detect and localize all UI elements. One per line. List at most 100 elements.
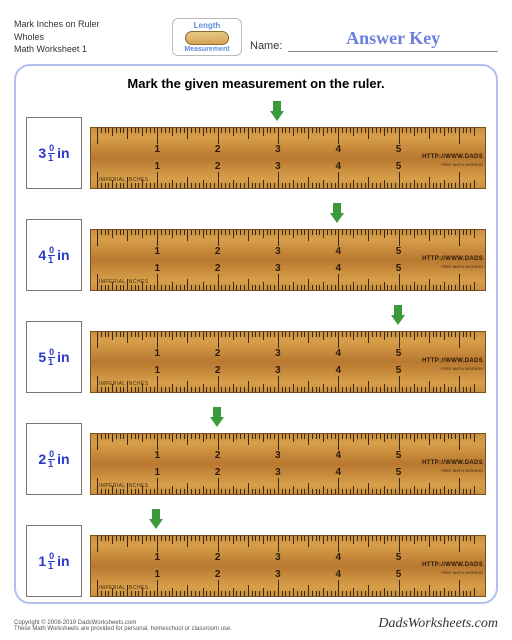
answer-arrow-icon	[210, 407, 224, 429]
ruler-url-sub: FREE MATH WORKSH	[441, 570, 483, 575]
ruler-number: 1	[155, 365, 161, 376]
ruler-imperial-label: IMPERIAL INCHES	[99, 585, 148, 591]
measurement-value: 101in	[38, 552, 69, 571]
ruler-number: 3	[275, 467, 281, 478]
ruler-number: 4	[335, 348, 341, 359]
ruler-imperial-label: IMPERIAL INCHES	[99, 177, 148, 183]
ruler-number: 5	[396, 246, 402, 257]
instruction: Mark the given measurement on the ruler.	[26, 76, 486, 91]
header-text: Mark Inches on Ruler Wholes Math Workshe…	[14, 18, 164, 56]
ruler-number: 3	[275, 263, 281, 274]
ruler-number: 5	[396, 450, 402, 461]
ruler-imperial-label: IMPERIAL INCHES	[99, 279, 148, 285]
ruler: 1122334455IMPERIAL INCHESHTTP://WWW.DADS…	[90, 127, 486, 189]
ruler-number: 3	[275, 348, 281, 359]
measurement-box: 401in	[26, 219, 82, 291]
ruler-number: 2	[215, 263, 221, 274]
ruler-number: 4	[335, 246, 341, 257]
logo-bottom-text: Measurement	[184, 46, 229, 53]
ruler-number: 2	[215, 552, 221, 563]
ruler-number: 4	[335, 450, 341, 461]
ruler-url: HTTP://WWW.DADS	[422, 358, 483, 364]
answer-arrow-icon	[149, 509, 163, 531]
ruler-imperial-label: IMPERIAL INCHES	[99, 483, 148, 489]
ruler-number: 5	[396, 467, 402, 478]
ruler-number: 1	[155, 552, 161, 563]
problem-row: 401in 1 1 2 2 3 3 4 4 5 5 IMPERIAL INCHES HTTP://WWW…	[26, 201, 486, 291]
problem-row: 301in1122334455IMPERIAL INCHESHTTP://WWW…	[26, 99, 486, 189]
measurement-value: 401in	[38, 246, 69, 265]
ruler-number: 3	[275, 552, 281, 563]
ruler-number: 4	[335, 365, 341, 376]
footer-brand: DadsWorksheets.com	[378, 616, 498, 632]
ruler-container: 1122334455IMPERIAL INCHESHTTP://WWW.DADS…	[90, 305, 486, 393]
ruler-number: 1	[155, 263, 161, 274]
measurement-value: 501in	[38, 348, 69, 367]
ruler-number: 5	[396, 365, 402, 376]
ruler-number: 2	[215, 246, 221, 257]
footer-left: Copyright © 2008-2019 DadsWorksheets.com…	[14, 620, 232, 632]
ruler-url-sub: FREE MATH WORKSH	[441, 264, 483, 269]
ruler-container: 1 1 2 2 3 3 4 4 5 5 IMPERIAL INCHES HTTP://WWW.DADS…	[90, 203, 486, 291]
title-line1: Mark Inches on Ruler	[14, 18, 164, 31]
ruler-number: 1	[155, 161, 161, 172]
answer-arrow-icon	[270, 101, 284, 123]
title-line2: Wholes	[14, 31, 164, 44]
ruler-number: 1	[155, 467, 161, 478]
header: Mark Inches on Ruler Wholes Math Workshe…	[14, 18, 498, 56]
ruler-number: 4	[335, 552, 341, 563]
ruler-url-sub: FREE MATH WORKSH	[441, 468, 483, 473]
worksheet-frame: Mark the given measurement on the ruler.…	[14, 64, 498, 604]
ruler-number: 1	[155, 450, 161, 461]
ruler-url: HTTP://WWW.DADS	[422, 460, 483, 466]
name-field: Name: Answer Key	[250, 18, 498, 56]
logo-top-text: Length	[194, 21, 221, 30]
ruler-url-sub: FREE MATH WORKSH	[441, 162, 483, 167]
problem-row: 501in1122334455IMPERIAL INCHESHTTP://WWW…	[26, 303, 486, 393]
ruler-imperial-label: IMPERIAL INCHES	[99, 381, 148, 387]
ruler-number: 4	[335, 263, 341, 274]
ruler-number: 2	[215, 161, 221, 172]
problem-row: 101in1122334455IMPERIAL INCHESHTTP://WWW…	[26, 507, 486, 597]
ruler-number: 4	[335, 467, 341, 478]
ruler-container: 1122334455IMPERIAL INCHESHTTP://WWW.DADS…	[90, 407, 486, 495]
ruler-url: HTTP://WWW.DADS	[422, 154, 483, 160]
measurement-box: 301in	[26, 117, 82, 189]
measurement-box: 101in	[26, 525, 82, 597]
ruler-number: 1	[155, 348, 161, 359]
ruler-number: 3	[275, 365, 281, 376]
answer-arrow-icon	[330, 203, 344, 225]
ruler-number: 5	[396, 263, 402, 274]
ruler-number: 5	[396, 161, 402, 172]
ruler-url-sub: FREE MATH WORKSH	[441, 366, 483, 371]
answer-arrow-icon	[391, 305, 405, 327]
ruler-number: 3	[275, 569, 281, 580]
ruler-number: 2	[215, 467, 221, 478]
ruler-number: 4	[335, 569, 341, 580]
ruler-url: HTTP://WWW.DADS	[422, 562, 483, 568]
ruler-container: 1122334455IMPERIAL INCHESHTTP://WWW.DADS…	[90, 101, 486, 189]
ruler-number: 5	[396, 552, 402, 563]
name-label: Name:	[250, 40, 282, 52]
measurement-box: 201in	[26, 423, 82, 495]
ruler-number: 2	[215, 144, 221, 155]
ruler-number: 1	[155, 144, 161, 155]
ruler: 1122334455IMPERIAL INCHESHTTP://WWW.DADS…	[90, 433, 486, 495]
measurement-box: 501in	[26, 321, 82, 393]
ruler-url: HTTP://WWW.DADS	[422, 256, 483, 262]
ruler-number: 3	[275, 450, 281, 461]
ruler-container: 1122334455IMPERIAL INCHESHTTP://WWW.DADS…	[90, 509, 486, 597]
ruler: 1122334455IMPERIAL INCHESHTTP://WWW.DADS…	[90, 331, 486, 393]
ruler-number: 5	[396, 569, 402, 580]
ruler-number: 1	[155, 246, 161, 257]
footer: Copyright © 2008-2019 DadsWorksheets.com…	[14, 616, 498, 632]
ruler-number: 3	[275, 144, 281, 155]
ruler-number: 2	[215, 365, 221, 376]
ruler-number: 5	[396, 348, 402, 359]
logo: Length Measurement	[172, 18, 242, 56]
ruler-number: 2	[215, 569, 221, 580]
ruler-number: 3	[275, 246, 281, 257]
ruler-number: 4	[335, 144, 341, 155]
ruler-number: 3	[275, 161, 281, 172]
footer-note: These Math Worksheets are provided for p…	[14, 626, 232, 632]
